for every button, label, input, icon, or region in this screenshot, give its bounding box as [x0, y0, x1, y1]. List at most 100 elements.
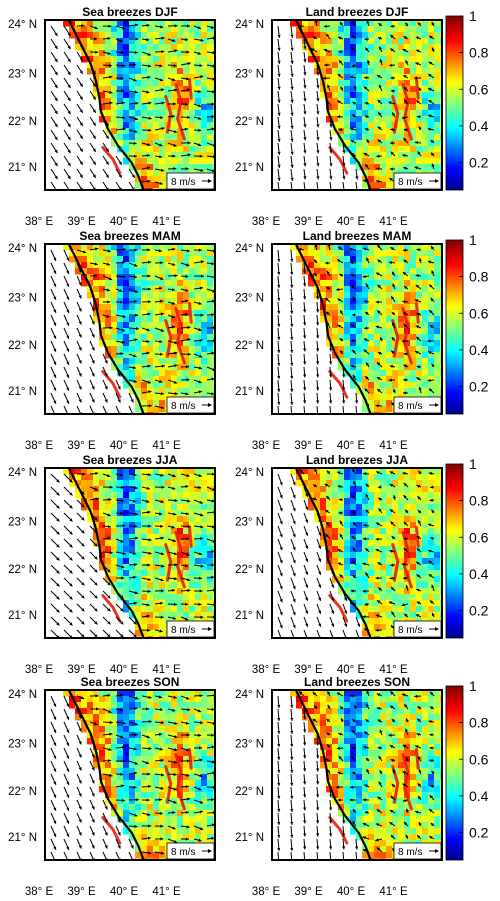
colorbar-tick-label: 0.4: [469, 788, 489, 804]
lat-tick-label: 24° N: [235, 467, 264, 479]
lon-tick-label: 38° E: [25, 440, 54, 452]
scale-label: 8 m/s: [171, 625, 195, 636]
map-panel-5: 8 m/s Sea breezes JJA 24° N 23° N 22° N 21° N…: [8, 453, 216, 676]
panel-title: Land breezes DJF: [306, 5, 409, 19]
panel-title: Land breezes JJA: [306, 453, 408, 467]
lat-tick-label: 23° N: [8, 292, 37, 304]
lon-tick-label: 39° E: [67, 664, 96, 676]
panel-title: Sea breezes MAM: [79, 229, 180, 243]
lon-tick-label: 39° E: [67, 216, 96, 228]
lon-tick-label: 40° E: [337, 886, 366, 898]
colorbar-gradient: [445, 239, 464, 415]
lon-tick-label: 39° E: [294, 664, 323, 676]
colorbar-tick-label: 1: [469, 678, 477, 694]
coastline: [67, 689, 145, 861]
lon-tick-label: 40° E: [110, 664, 139, 676]
lon-tick-label: 38° E: [25, 886, 54, 898]
colorbar-tick-label: 1: [469, 456, 477, 472]
colorbar-tick-label: 0.6: [469, 529, 489, 545]
coastline: [294, 689, 372, 861]
scale-legend: 8 m/s: [166, 396, 215, 414]
coastline: [67, 243, 145, 415]
lat-tick-label: 22° N: [8, 116, 37, 128]
lat-tick-label: 22° N: [235, 786, 264, 798]
lat-tick-label: 24° N: [8, 467, 37, 479]
lon-tick-label: 41° E: [379, 440, 408, 452]
map-panel-6: 8 m/s Land breezes JJA 24° N 23° N 22° N 21° …: [235, 453, 489, 676]
scale-legend: 8 m/s: [393, 172, 442, 190]
map-frame: [271, 19, 443, 191]
lon-tick-label: 40° E: [337, 664, 366, 676]
lon-tick-label: 41° E: [152, 440, 181, 452]
lon-tick-label: 39° E: [67, 886, 96, 898]
lon-tick-label: 38° E: [252, 886, 281, 898]
lon-tick-label: 40° E: [110, 216, 139, 228]
colorbar-tick-label: 0.6: [469, 81, 489, 97]
map-frame: [271, 467, 443, 639]
lon-tick-label: 41° E: [379, 886, 408, 898]
lon-tick-label: 41° E: [152, 886, 181, 898]
lat-tick-label: 23° N: [235, 516, 264, 528]
colorbar-tick-label: 0.8: [469, 715, 489, 731]
wind-vectors: [50, 247, 215, 414]
scale-label: 8 m/s: [171, 401, 195, 412]
map-panel-4: 8 m/s Land breezes MAM 24° N 23° N 22° N 21° …: [235, 229, 489, 452]
lat-tick-label: 21° N: [235, 610, 264, 622]
lat-tick-label: 21° N: [8, 386, 37, 398]
land-heatmap: [290, 468, 442, 638]
map-frame: [44, 19, 216, 191]
panel-title: Sea breezes JJA: [83, 453, 178, 467]
lat-tick-label: 23° N: [235, 292, 264, 304]
colorbar-tick-label: 0.2: [469, 825, 489, 841]
lat-tick-label: 23° N: [235, 738, 264, 750]
wind-vectors: [50, 23, 215, 190]
colorbar: 1 0.8 0.6 0.4 0.2: [445, 678, 489, 861]
map-frame: [44, 689, 216, 861]
lon-tick-label: 39° E: [294, 216, 323, 228]
scale-legend: 8 m/s: [166, 172, 215, 190]
map-panel-8: 8 m/s Land breezes SON 24° N 23° N 22° N 21° …: [235, 675, 489, 898]
coastline: [67, 467, 145, 639]
colorbar-gradient: [445, 463, 464, 639]
lat-tick-label: 22° N: [235, 564, 264, 576]
lat-tick-label: 22° N: [235, 340, 264, 352]
lon-tick-label: 41° E: [152, 216, 181, 228]
wind-vectors: [277, 244, 435, 414]
lon-tick-label: 39° E: [294, 886, 323, 898]
lon-tick-label: 38° E: [25, 664, 54, 676]
lat-tick-label: 24° N: [235, 689, 264, 701]
scale-label: 8 m/s: [398, 177, 422, 188]
lon-tick-label: 40° E: [110, 440, 139, 452]
scale-label: 8 m/s: [398, 625, 422, 636]
wind-vectors: [50, 471, 215, 638]
lat-tick-label: 21° N: [8, 610, 37, 622]
map-frame: [44, 243, 216, 415]
lat-tick-label: 23° N: [235, 68, 264, 80]
lat-tick-label: 22° N: [8, 340, 37, 352]
scale-legend: 8 m/s: [393, 842, 442, 860]
scale-legend: 8 m/s: [166, 842, 215, 860]
lon-tick-label: 41° E: [379, 664, 408, 676]
colorbar-tick-label: 0.2: [469, 155, 489, 171]
lat-tick-label: 22° N: [235, 116, 264, 128]
coastline: [294, 243, 372, 415]
map-frame: [271, 243, 443, 415]
coastline: [294, 19, 372, 191]
scale-label: 8 m/s: [398, 847, 422, 858]
lon-tick-label: 38° E: [252, 216, 281, 228]
lat-tick-label: 24° N: [8, 689, 37, 701]
map-frame: [44, 467, 216, 639]
lat-tick-label: 24° N: [235, 19, 264, 31]
colorbar-tick-label: 0.4: [469, 118, 489, 134]
colorbar-tick-label: 0.2: [469, 379, 489, 395]
lat-tick-label: 21° N: [235, 386, 264, 398]
wind-vectors: [50, 693, 215, 860]
lat-tick-label: 24° N: [8, 19, 37, 31]
lon-tick-label: 39° E: [294, 440, 323, 452]
colorbar: 1 0.8 0.6 0.4 0.2: [445, 8, 489, 191]
lat-tick-label: 24° N: [235, 243, 264, 255]
panel-title: Land breezes MAM: [303, 229, 412, 243]
wind-vectors: [277, 468, 435, 638]
lat-tick-label: 23° N: [8, 738, 37, 750]
